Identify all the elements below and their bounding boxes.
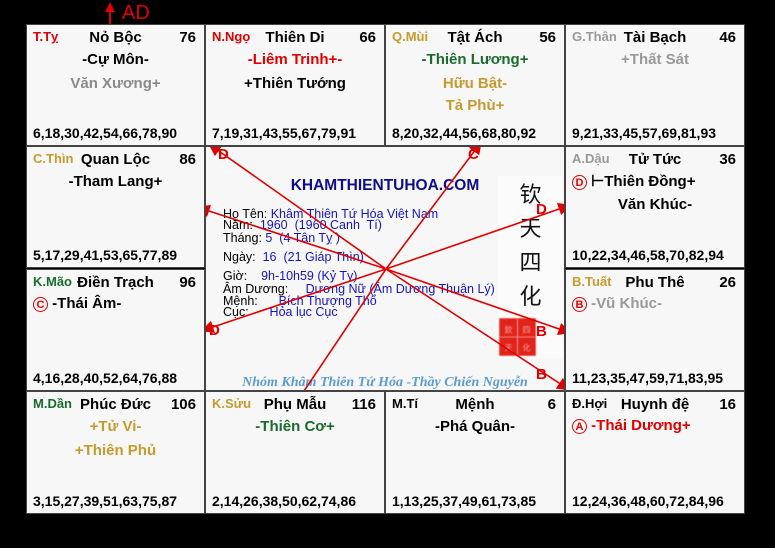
svg-text:天: 天	[505, 344, 513, 353]
svg-text:四: 四	[523, 326, 531, 335]
svg-text:欽: 欽	[505, 325, 513, 335]
svg-text:化: 化	[523, 343, 531, 353]
